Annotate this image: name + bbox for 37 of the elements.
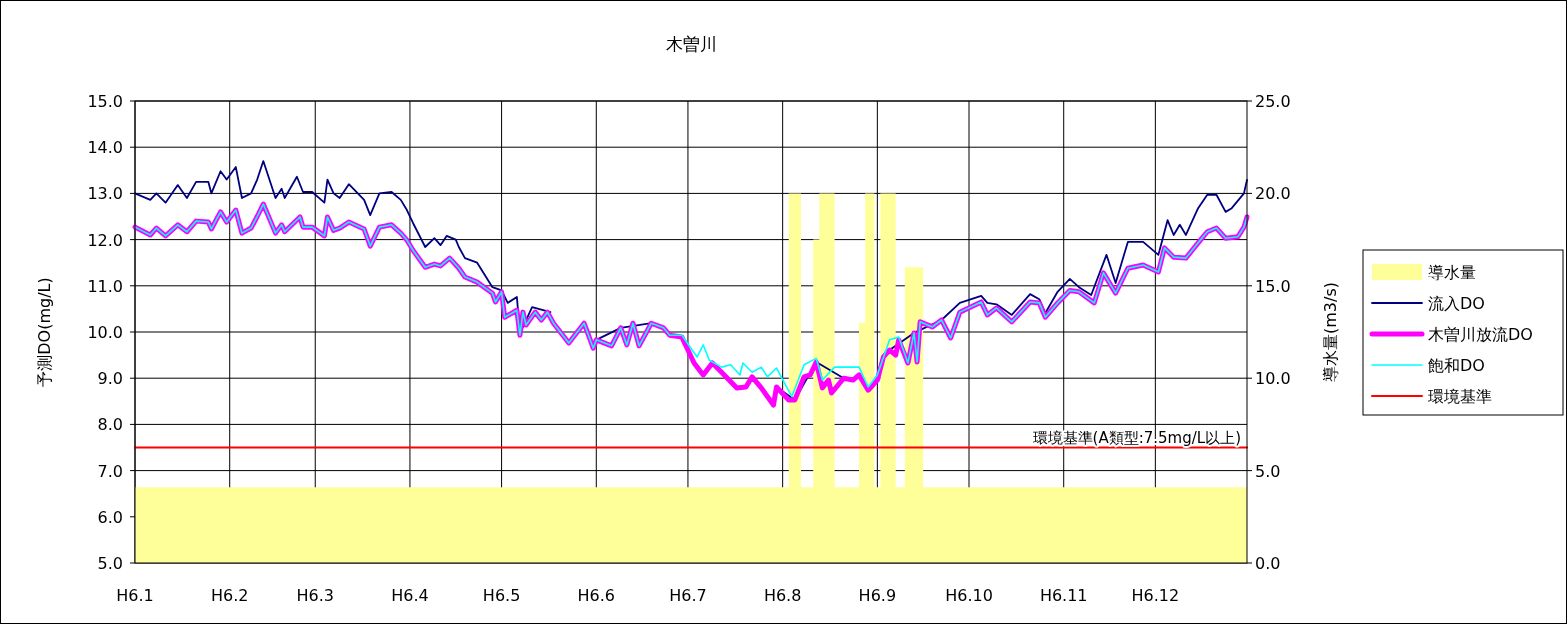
x-tick-label: H6.8: [763, 586, 802, 605]
y-tick-label: 14.0: [87, 138, 123, 158]
x-tick-label: H6.9: [858, 586, 897, 605]
x-tick-label: H6.1: [116, 586, 154, 605]
x-tick-label: H6.4: [391, 586, 429, 605]
y2-tick-label: 25.0: [1255, 92, 1291, 111]
legend-label: 飽和DO: [1428, 356, 1485, 375]
legend-label: 環境基準: [1428, 387, 1492, 406]
y2-axis-title: 導水量(m3/s): [1321, 282, 1340, 382]
y-tick-label: 11.0: [87, 276, 123, 296]
legend-label: 導水量: [1428, 263, 1476, 282]
y-tick-label: 9.0: [97, 369, 123, 389]
legend-label: 木曽川放流DO: [1428, 325, 1533, 344]
x-tick-label: H6.2: [210, 586, 249, 605]
y2-tick-label: 15.0: [1255, 276, 1291, 296]
x-tick-label: H6.11: [1039, 586, 1088, 605]
y-tick-label: 12.0: [87, 230, 123, 250]
y-tick-label: 7.0: [97, 461, 123, 481]
chart-title: 木曽川: [665, 34, 717, 54]
x-tick-label: H6.10: [945, 586, 993, 605]
x-tick-label: H6.7: [669, 586, 707, 605]
y-tick-label: 5.0: [97, 554, 123, 573]
y2-tick-label: 5.0: [1255, 461, 1281, 481]
y-tick-label: 10.0: [87, 323, 123, 342]
y-tick-label: 13.0: [87, 184, 123, 204]
x-tick-label: H6.6: [577, 586, 616, 605]
y-axis-title: 予測DO(mg/L): [35, 277, 54, 387]
y-tick-label: 8.0: [97, 415, 123, 435]
x-tick-label: H6.3: [296, 586, 334, 605]
y2-tick-label: 0.0: [1255, 554, 1281, 573]
x-tick-label: H6.12: [1131, 586, 1180, 605]
legend-label: 流入DO: [1428, 294, 1485, 313]
y-tick-label: 6.0: [97, 507, 123, 527]
y2-tick-label: 10.0: [1255, 369, 1291, 389]
y-tick-label: 15.0: [87, 92, 123, 111]
y2-tick-label: 20.0: [1255, 184, 1291, 204]
x-tick-label: H6.5: [482, 586, 521, 605]
